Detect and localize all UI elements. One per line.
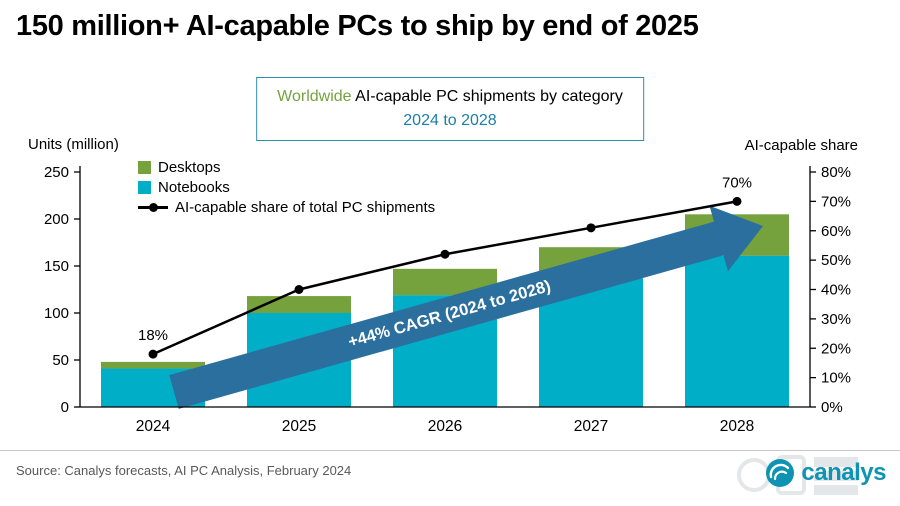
chart-text: 70% (821, 193, 851, 210)
chart-text: 50% (821, 252, 851, 269)
notebooks-swatch-icon (138, 180, 151, 194)
line-marker-dot-icon (149, 202, 158, 212)
chart-text: 60% (821, 223, 851, 240)
legend-item-notebooks: Notebooks (138, 177, 435, 197)
source-note: Source: Canalys forecasts, AI PC Analysi… (16, 463, 352, 478)
chart-subtitle-line2: 2024 to 2028 (403, 112, 497, 129)
chart-legend: Desktops Notebooks AI-capable share of t… (138, 157, 435, 217)
chart-text: 70% (722, 174, 752, 191)
share-point-2024 (148, 349, 158, 359)
chart-text: 18% (138, 327, 168, 344)
chart-text: 80% (821, 164, 851, 181)
chart-text: 10% (821, 370, 851, 387)
chart-subtitle-line1: Worldwide AI-capable PC shipments by cat… (277, 85, 623, 109)
chart-text: 2026 (428, 418, 462, 435)
footer-divider (0, 450, 900, 451)
chart-text: 50 (52, 352, 69, 369)
legend-label-desktops: Desktops (158, 158, 221, 176)
chart-text: 40% (821, 282, 851, 299)
chart-text: 2028 (720, 418, 754, 435)
legend-label-share-line: AI-capable share of total PC shipments (175, 198, 436, 216)
bar-desktops-2024 (101, 361, 205, 369)
shipments-chart: +44% CAGR (2024 to 2028)0501001502002500… (44, 164, 851, 435)
share-point-2026 (440, 249, 450, 259)
chart-text: 100 (44, 305, 69, 322)
left-axis-title: Units (million) (28, 136, 119, 153)
share-point-2027 (586, 223, 596, 233)
chart-text: 2025 (282, 418, 316, 435)
chart-text: 30% (821, 311, 851, 328)
legend-label-notebooks: Notebooks (158, 178, 230, 196)
subtitle-rest: AI-capable PC shipments by category (351, 88, 623, 105)
bar-notebooks-2028 (685, 255, 789, 407)
chart-subtitle-box: Worldwide AI-capable PC shipments by cat… (256, 77, 644, 141)
legend-item-desktops: Desktops (138, 157, 435, 177)
chart-text: 20% (821, 340, 851, 357)
chart-text: 250 (44, 164, 69, 181)
canalys-logo: canalys (765, 458, 886, 488)
line-marker-icon (138, 202, 168, 212)
subtitle-highlight: Worldwide (277, 88, 352, 105)
chart-text: 2027 (574, 418, 608, 435)
legend-item-share-line: AI-capable share of total PC shipments (138, 197, 435, 217)
desktops-swatch-icon (138, 160, 151, 174)
share-point-2025 (294, 285, 304, 294)
share-point-2028 (732, 196, 742, 206)
page-title: 150 million+ AI-capable PCs to ship by e… (16, 10, 699, 42)
canalys-wordmark: canalys (801, 459, 886, 486)
chart-text: 2024 (136, 418, 171, 435)
chart-text: 0% (821, 399, 843, 416)
canalys-logo-icon (766, 459, 795, 487)
right-axis-title: AI-capable share (744, 137, 858, 154)
chart-text: 150 (44, 258, 69, 275)
chart-text: 0 (61, 399, 69, 416)
chart-text: 200 (44, 211, 69, 228)
